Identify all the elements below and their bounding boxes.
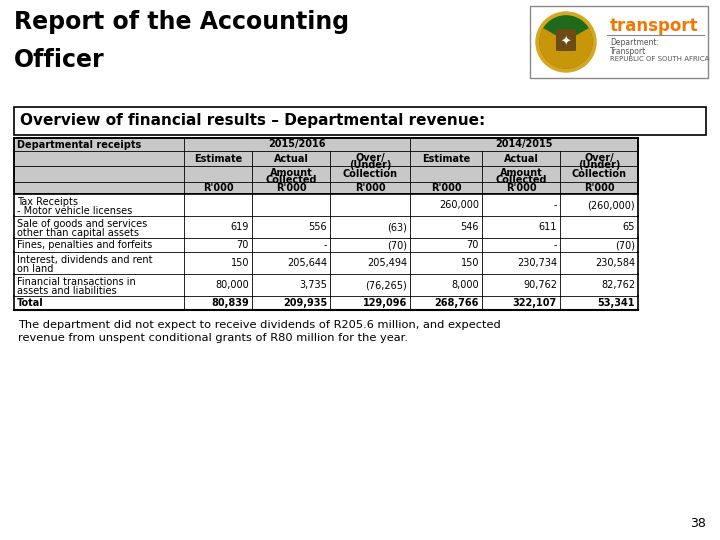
FancyBboxPatch shape [14, 138, 638, 194]
Text: - Motor vehicle licenses: - Motor vehicle licenses [17, 206, 132, 216]
Text: 556: 556 [308, 222, 327, 232]
Text: on land: on land [17, 264, 53, 274]
FancyBboxPatch shape [530, 6, 708, 78]
Text: 70: 70 [467, 240, 479, 250]
FancyBboxPatch shape [14, 238, 638, 252]
Text: Collected: Collected [495, 175, 546, 185]
Text: (70): (70) [387, 240, 407, 250]
Text: 90,762: 90,762 [523, 280, 557, 290]
Text: (70): (70) [615, 240, 635, 250]
Text: Estimate: Estimate [422, 153, 470, 164]
Text: 546: 546 [461, 222, 479, 232]
Text: Sale of goods and services: Sale of goods and services [17, 219, 148, 229]
Text: Financial transactions in: Financial transactions in [17, 277, 136, 287]
Text: Transport: Transport [610, 47, 647, 56]
Text: Department:: Department: [610, 38, 659, 47]
FancyBboxPatch shape [14, 274, 638, 296]
Text: 150: 150 [461, 258, 479, 268]
Text: 209,935: 209,935 [283, 298, 327, 308]
Text: Collection: Collection [572, 169, 626, 179]
Text: (260,000): (260,000) [588, 200, 635, 210]
Text: Collected: Collected [265, 175, 317, 185]
FancyBboxPatch shape [14, 252, 638, 274]
Text: 80,839: 80,839 [211, 298, 249, 308]
Text: Estimate: Estimate [194, 153, 242, 164]
Wedge shape [544, 16, 588, 42]
Text: Officer: Officer [14, 48, 104, 72]
Text: 619: 619 [230, 222, 249, 232]
Text: Amount: Amount [269, 168, 312, 178]
FancyBboxPatch shape [14, 296, 638, 310]
Text: 38: 38 [690, 517, 706, 530]
Text: R'000: R'000 [276, 183, 306, 193]
Text: REPUBLIC OF SOUTH AFRICA: REPUBLIC OF SOUTH AFRICA [610, 56, 709, 62]
Text: Report of the Accounting: Report of the Accounting [14, 10, 349, 34]
FancyBboxPatch shape [14, 194, 638, 216]
Text: Departmental receipts: Departmental receipts [17, 139, 141, 150]
Text: 268,766: 268,766 [435, 298, 479, 308]
Text: Interest, dividends and rent: Interest, dividends and rent [17, 255, 153, 265]
Text: other than capital assets: other than capital assets [17, 228, 139, 238]
Text: 205,494: 205,494 [367, 258, 407, 268]
Text: (76,265): (76,265) [365, 280, 407, 290]
Text: Over/: Over/ [584, 153, 614, 163]
Text: 8,000: 8,000 [451, 280, 479, 290]
Text: assets and liabilities: assets and liabilities [17, 286, 117, 296]
Text: Amount: Amount [500, 168, 542, 178]
FancyBboxPatch shape [14, 216, 638, 238]
Text: The department did not expect to receive dividends of R205.6 million, and expect: The department did not expect to receive… [18, 320, 500, 330]
Text: Over/: Over/ [355, 153, 384, 163]
Circle shape [540, 16, 592, 68]
Text: R'000: R'000 [431, 183, 462, 193]
Text: R'000: R'000 [505, 183, 536, 193]
Text: 230,584: 230,584 [595, 258, 635, 268]
Text: 205,644: 205,644 [287, 258, 327, 268]
Text: Actual: Actual [274, 153, 308, 164]
Text: 322,107: 322,107 [513, 298, 557, 308]
Text: -: - [323, 240, 327, 250]
Text: -: - [554, 240, 557, 250]
Text: Total: Total [17, 298, 44, 308]
Text: 3,735: 3,735 [299, 280, 327, 290]
Circle shape [536, 12, 596, 72]
Text: 2014/2015: 2014/2015 [495, 139, 553, 150]
Text: ✦: ✦ [561, 36, 571, 49]
Text: 2015/2016: 2015/2016 [269, 139, 325, 150]
Text: -: - [554, 200, 557, 210]
Text: 65: 65 [623, 222, 635, 232]
Text: (Under): (Under) [578, 160, 620, 170]
Text: R'000: R'000 [203, 183, 233, 193]
Text: 611: 611 [539, 222, 557, 232]
Wedge shape [540, 29, 592, 68]
Text: 70: 70 [237, 240, 249, 250]
Text: (63): (63) [387, 222, 407, 232]
Text: 230,734: 230,734 [517, 258, 557, 268]
Text: 80,000: 80,000 [215, 280, 249, 290]
Text: transport: transport [610, 17, 698, 35]
Text: Actual: Actual [503, 153, 539, 164]
Text: 150: 150 [230, 258, 249, 268]
Text: (Under): (Under) [348, 160, 391, 170]
Text: Fines, penalties and forfeits: Fines, penalties and forfeits [17, 240, 152, 250]
Text: 260,000: 260,000 [439, 200, 479, 210]
FancyBboxPatch shape [14, 107, 706, 135]
Text: 53,341: 53,341 [598, 298, 635, 308]
Text: 129,096: 129,096 [363, 298, 407, 308]
FancyBboxPatch shape [556, 29, 576, 51]
Text: revenue from unspent conditional grants of R80 million for the year.: revenue from unspent conditional grants … [18, 333, 408, 343]
Text: Overview of financial results – Departmental revenue:: Overview of financial results – Departme… [20, 113, 485, 129]
Text: R'000: R'000 [584, 183, 614, 193]
Text: 82,762: 82,762 [601, 280, 635, 290]
Text: Collection: Collection [343, 169, 397, 179]
Text: R'000: R'000 [355, 183, 385, 193]
Text: Tax Receipts: Tax Receipts [17, 197, 78, 207]
